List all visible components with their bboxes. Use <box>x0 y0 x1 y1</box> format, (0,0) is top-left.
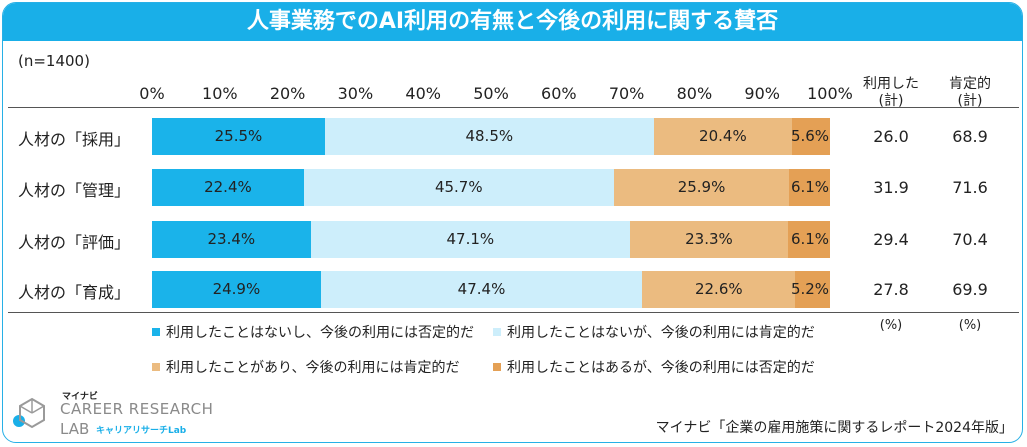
legend-swatch <box>493 363 501 371</box>
sample-size: (n=1400) <box>18 52 90 70</box>
side-column-value: 31.9 <box>873 178 909 197</box>
bar-segment <box>613 169 790 206</box>
side-column-value: 71.6 <box>952 178 988 197</box>
legend-item: 利用したことはないし、今後の利用には否定的だ <box>152 322 474 342</box>
legend-swatch <box>493 328 501 336</box>
bar-data-label: 47.4% <box>457 280 506 298</box>
x-tick-label: 60% <box>541 84 577 103</box>
legend-swatch <box>152 363 160 371</box>
bar-segment <box>310 221 630 258</box>
side-column-header-line1: 利用した <box>863 76 919 92</box>
bar-data-label: 47.1% <box>446 230 495 248</box>
bar-segment <box>653 118 793 155</box>
logo-lab-text: LAB <box>60 420 90 438</box>
x-tick-label: 100% <box>807 84 853 103</box>
x-tick-label: 40% <box>405 84 441 103</box>
side-column-unit: (%) <box>879 318 903 333</box>
side-column-header-line2: (計) <box>957 93 983 109</box>
bar-segment <box>792 118 830 155</box>
bar-segment <box>795 271 830 308</box>
logo-career-research-text: CAREER RESEARCH <box>60 400 214 418</box>
bar-segment <box>152 118 325 155</box>
row-divider <box>8 107 1019 108</box>
bar-data-label: 20.4% <box>699 127 747 145</box>
bar-segment <box>629 221 788 258</box>
bar-segment <box>152 169 304 206</box>
category-label: 人材の「採用」 <box>18 130 131 149</box>
logo-subtitle-text: キャリアリサーチLab <box>96 426 187 436</box>
x-tick-label: 50% <box>473 84 509 103</box>
side-column-value: 26.0 <box>873 127 909 146</box>
category-label: 人材の「育成」 <box>18 283 131 302</box>
x-tick-label: 0% <box>139 84 165 103</box>
legend-label: 利用したことがあり、今後の利用には肯定的だ <box>166 360 460 376</box>
legend-item: 利用したことがあり、今後の利用には肯定的だ <box>152 357 459 377</box>
side-column-value: 68.9 <box>952 127 988 146</box>
bar-data-label: 6.1% <box>790 178 830 196</box>
legend-label: 利用したことはないし、今後の利用には否定的だ <box>166 325 474 341</box>
x-tick-label: 70% <box>608 84 645 103</box>
bar-data-label: 5.2% <box>790 280 830 298</box>
row-divider <box>8 312 1019 313</box>
career-research-lab-logo: マイナビ CAREER RESEARCH LAB キャリアリサーチLab <box>10 389 214 439</box>
source-note: マイナビ「企業の雇用施策に関するレポート2024年版」 <box>655 420 1013 436</box>
logo-mynavi-text: マイナビ <box>62 392 98 402</box>
legend-label: 利用したことはないが、今後の利用には肯定的だ <box>507 325 815 341</box>
bar-data-label: 25.9% <box>677 178 726 196</box>
legend-swatch <box>152 328 160 336</box>
bar-data-label: 23.3% <box>685 230 733 248</box>
bar-data-label: 45.7% <box>434 178 483 196</box>
logo-mark-icon <box>13 397 45 429</box>
bar-data-label: 48.5% <box>465 127 514 145</box>
side-column-value: 29.4 <box>873 230 909 249</box>
side-column-unit: (%) <box>958 318 982 333</box>
legend-item: 利用したことはないが、今後の利用には肯定的だ <box>493 322 815 342</box>
bar-segment <box>324 118 654 155</box>
legend-label: 利用したことはあるが、今後の利用には否定的だ <box>507 360 815 376</box>
side-column-header: 利用した (計) <box>851 76 931 110</box>
bar-data-label: 22.4% <box>204 178 252 196</box>
bar-segment <box>152 221 311 258</box>
x-tick-label: 30% <box>337 84 374 103</box>
bar-data-label: 6.1% <box>790 230 830 248</box>
bar-data-label: 24.9% <box>212 280 261 298</box>
bar-segment <box>642 271 796 308</box>
bar-segment <box>787 221 830 258</box>
category-label: 人材の「管理」 <box>18 181 131 200</box>
side-column-header-line1: 肯定的 <box>949 76 991 92</box>
legend-item: 利用したことはあるが、今後の利用には否定的だ <box>493 357 815 377</box>
bar-data-label: 22.6% <box>694 280 743 298</box>
side-column-value: 27.8 <box>873 280 909 299</box>
side-column-header-line2: (計) <box>878 93 904 109</box>
x-tick-label: 20% <box>269 84 306 103</box>
chart-title: 人事業務でのAI利用の有無と今後の利用に関する賛否 <box>3 3 1022 41</box>
bar-segment <box>303 169 614 206</box>
bar-segment <box>152 271 321 308</box>
x-tick-label: 90% <box>744 84 780 103</box>
bar-data-label: 23.4% <box>207 230 256 248</box>
bar-data-label: 5.6% <box>790 127 830 145</box>
side-column-header: 肯定的 (計) <box>930 76 1010 110</box>
category-label: 人材の「評価」 <box>18 233 131 252</box>
x-tick-label: 80% <box>676 84 713 103</box>
x-tick-label: 10% <box>202 84 238 103</box>
bar-segment <box>789 169 830 206</box>
side-column-value: 70.4 <box>952 230 988 249</box>
bar-data-label: 25.5% <box>214 127 263 145</box>
bar-segment <box>320 271 643 308</box>
side-column-value: 69.9 <box>952 280 988 299</box>
